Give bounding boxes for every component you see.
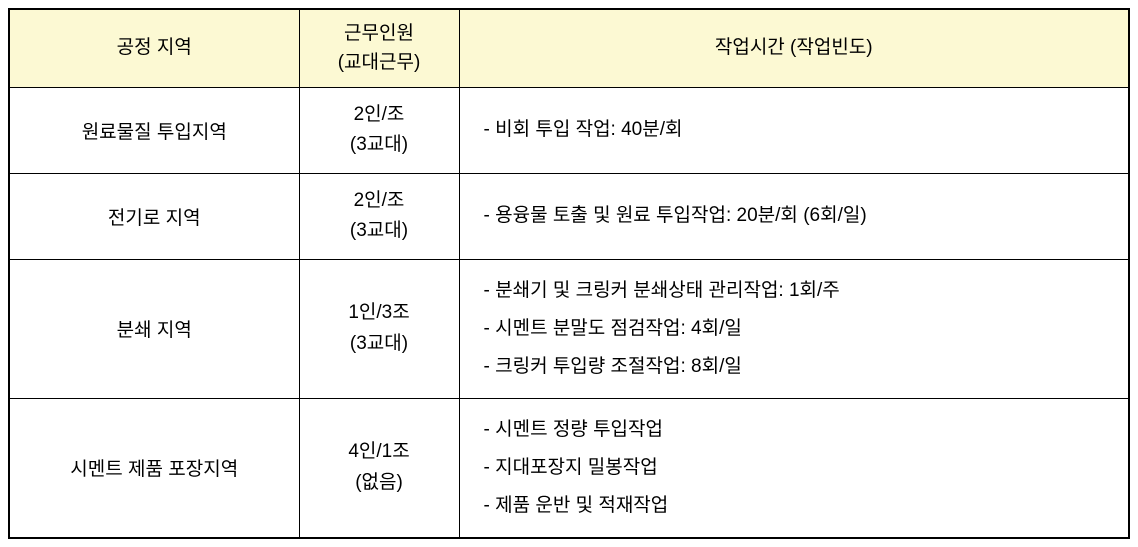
task-cell: - 분쇄기 및 크링커 분쇄상태 관리작업: 1회/주- 시멘트 분말도 점검작… [459,259,1129,398]
worker-cell: 1인/3조 (3교대) [299,259,459,398]
task-item: - 비회 투입 작업: 40분/회 [484,111,1105,149]
worker-line-2: (3교대) [350,134,408,155]
area-cell: 시멘트 제품 포장지역 [9,398,299,538]
worker-cell: 2인/조 (3교대) [299,173,459,259]
table-row: 분쇄 지역 1인/3조 (3교대) - 분쇄기 및 크링커 분쇄상태 관리작업: 1회… [9,259,1129,398]
worker-line-1: 2인/조 [354,104,405,125]
worker-line-1: 1인/3조 [348,302,409,323]
area-cell: 분쇄 지역 [9,259,299,398]
table-row: 전기로 지역 2인/조 (3교대) - 용융물 토출 및 원료 투입작업: 20분/회… [9,173,1129,259]
area-text: 시멘트 제품 포장지역 [10,442,299,493]
task-item: - 시멘트 정량 투입작업 [484,411,1105,449]
worker-cell: 4인/1조 (없음) [299,398,459,538]
table-header-row: 공정 지역 근무인원 (교대근무) 작업시간 (작업빈도) [9,9,1129,88]
task-item: - 지대포장지 밀봉작업 [484,449,1105,487]
task-item: - 용융물 토출 및 원료 투입작업: 20분/회 (6회/일) [484,197,1105,235]
worker-line-2: (없음) [355,472,403,493]
area-text: 전기로 지역 [10,191,299,242]
header-task: 작업시간 (작업빈도) [459,9,1129,88]
header-area-label: 공정 지역 [117,37,192,58]
header-task-label: 작업시간 (작업빈도) [715,37,873,58]
header-worker-label-1: 근무인원 [344,23,414,44]
task-item: - 크링커 투입량 조절작업: 8회/일 [484,348,1105,386]
header-worker: 근무인원 (교대근무) [299,9,459,88]
area-cell: 원료물질 투입지역 [9,88,299,174]
task-item: - 시멘트 분말도 점검작업: 4회/일 [484,310,1105,348]
table-body: 원료물질 투입지역 2인/조 (3교대) - 비회 투입 작업: 40분/회전기로 지… [9,88,1129,538]
worker-line-2: (3교대) [350,220,408,241]
task-cell: - 비회 투입 작업: 40분/회 [459,88,1129,174]
header-area: 공정 지역 [9,9,299,88]
table-row: 원료물질 투입지역 2인/조 (3교대) - 비회 투입 작업: 40분/회 [9,88,1129,174]
area-text: 분쇄 지역 [10,303,299,354]
worker-line-1: 4인/1조 [348,441,409,462]
task-cell: - 시멘트 정량 투입작업- 지대포장지 밀봉작업- 제품 운반 및 적재작업 [459,398,1129,538]
worker-line-2: (3교대) [350,333,408,354]
area-cell: 전기로 지역 [9,173,299,259]
table-row: 시멘트 제품 포장지역 4인/1조 (없음) - 시멘트 정량 투입작업- 지대포장지… [9,398,1129,538]
area-text: 원료물질 투입지역 [10,105,299,156]
worker-line-1: 2인/조 [354,190,405,211]
task-item: - 제품 운반 및 적재작업 [484,487,1105,525]
task-item: - 분쇄기 및 크링커 분쇄상태 관리작업: 1회/주 [484,272,1105,310]
task-cell: - 용융물 토출 및 원료 투입작업: 20분/회 (6회/일) [459,173,1129,259]
header-worker-label-2: (교대근무) [338,52,421,73]
process-table: 공정 지역 근무인원 (교대근무) 작업시간 (작업빈도) 원료물질 투입지역2… [8,8,1130,539]
worker-cell: 2인/조 (3교대) [299,88,459,174]
